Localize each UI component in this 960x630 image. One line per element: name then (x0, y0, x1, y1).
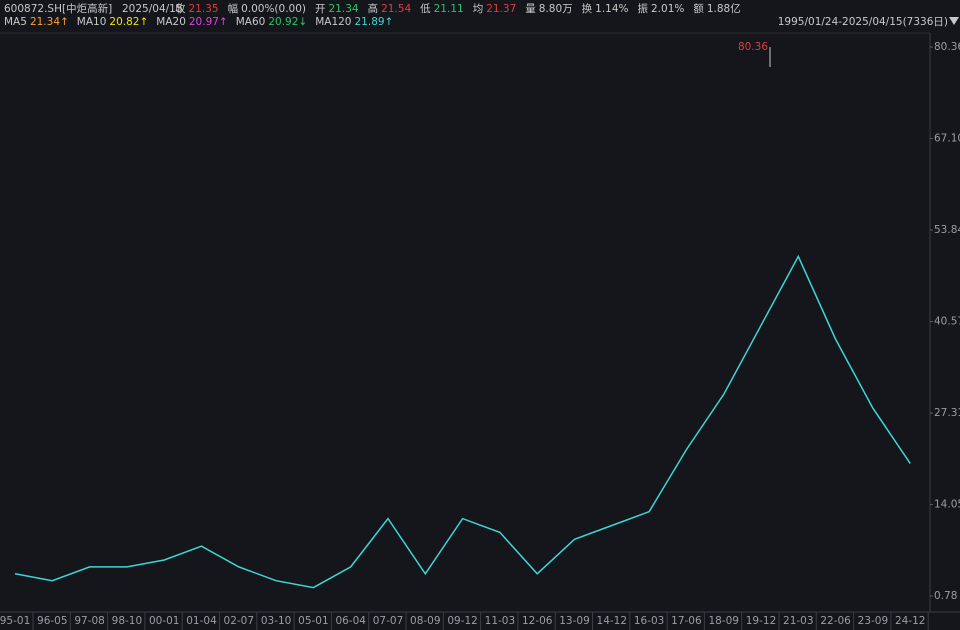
ma-label: MA120 (315, 16, 351, 28)
x-tick-label: 08-09 (410, 615, 441, 627)
x-tick-label: 21-03 (783, 615, 814, 627)
ma-label: MA5 (4, 16, 27, 28)
x-tick-label: 19-12 (746, 615, 777, 627)
x-tick-label: 05-01 (298, 615, 329, 627)
y-tick-label: 67.10 (934, 132, 960, 144)
quote-value: 21.34 (329, 3, 359, 15)
x-tick-label: 03-10 (261, 615, 292, 627)
x-tick-label: 14-12 (597, 615, 628, 627)
quote-value: 0.00%(0.00) (241, 3, 306, 15)
quote-value: 1.14% (595, 3, 628, 15)
x-tick-label: 12-06 (522, 615, 553, 627)
peak-label: 80.36 (738, 41, 768, 53)
y-tick-label: 27.31 (934, 407, 960, 419)
ma-label: MA10 (77, 16, 107, 28)
ma-label: MA20 (156, 16, 186, 28)
ma-value: 21.89↑ (355, 16, 394, 28)
x-tick-label: 98-10 (112, 615, 143, 627)
y-tick-label: 0.78 (934, 590, 957, 602)
x-tick-label: 17-06 (671, 615, 702, 627)
quote-value: 21.11 (434, 3, 464, 15)
quote-label: 高 (368, 2, 379, 15)
x-tick-label: 16-03 (634, 615, 665, 627)
x-tick-label: 01-04 (186, 615, 217, 627)
price-line (14, 254, 911, 589)
y-tick-label: 40.57 (934, 316, 960, 328)
x-tick-label: 23-09 (858, 615, 889, 627)
x-tick-label: 22-06 (820, 615, 851, 627)
ma-value: 21.34↑ (30, 16, 69, 28)
quote-label: 换 (582, 2, 593, 15)
quote-value: 1.88亿 (707, 2, 741, 15)
x-tick-label: 13-09 (559, 615, 590, 627)
quote-label: 均 (473, 3, 484, 15)
quote-value: 21.37 (486, 3, 516, 15)
quote-value: 2.01% (651, 3, 684, 15)
date-range[interactable]: 1995/01/24-2025/04/15(7336日) (778, 16, 948, 28)
quote-label: 额 (693, 2, 704, 15)
ma-value: 20.92↓ (268, 16, 307, 28)
x-tick-label: 06-04 (335, 615, 366, 627)
ma-value: 20.97↑ (189, 16, 228, 28)
x-tick-label: 00-01 (149, 615, 180, 627)
x-tick-label: 09-12 (447, 615, 478, 627)
quote-label: 开 (315, 3, 326, 15)
quote-label: 量 (525, 3, 536, 15)
x-tick-label: 07-07 (373, 615, 404, 627)
quote-label: 低 (420, 2, 431, 15)
ma-value: 20.82↑ (109, 16, 148, 28)
dropdown-arrow[interactable] (949, 17, 959, 25)
y-tick-label: 14.05 (934, 498, 960, 510)
quote-value: 21.54 (381, 3, 411, 15)
x-tick-label: 18-09 (708, 615, 739, 627)
x-tick-label: 02-07 (224, 615, 255, 627)
quote-label: 收 (175, 2, 186, 15)
quote-value: 8.80万 (539, 3, 573, 15)
x-tick-label: 95-01 (0, 615, 30, 627)
quote-label: 幅 (228, 2, 239, 15)
y-tick-label: 53.84 (934, 224, 960, 236)
quote-value: 21.35 (189, 3, 219, 15)
x-tick-label: 96-05 (37, 615, 68, 627)
x-tick-label: 24-12 (895, 615, 926, 627)
date: 2025/04/15 (122, 3, 183, 15)
x-tick-label: 11-03 (485, 615, 516, 627)
x-tick-label: 97-08 (74, 615, 105, 627)
symbol: 600872.SH[中炬高新] (4, 2, 112, 15)
quote-label: 振 (638, 2, 649, 15)
y-tick-label: 80.36 (934, 41, 960, 53)
ma-label: MA60 (236, 16, 266, 28)
